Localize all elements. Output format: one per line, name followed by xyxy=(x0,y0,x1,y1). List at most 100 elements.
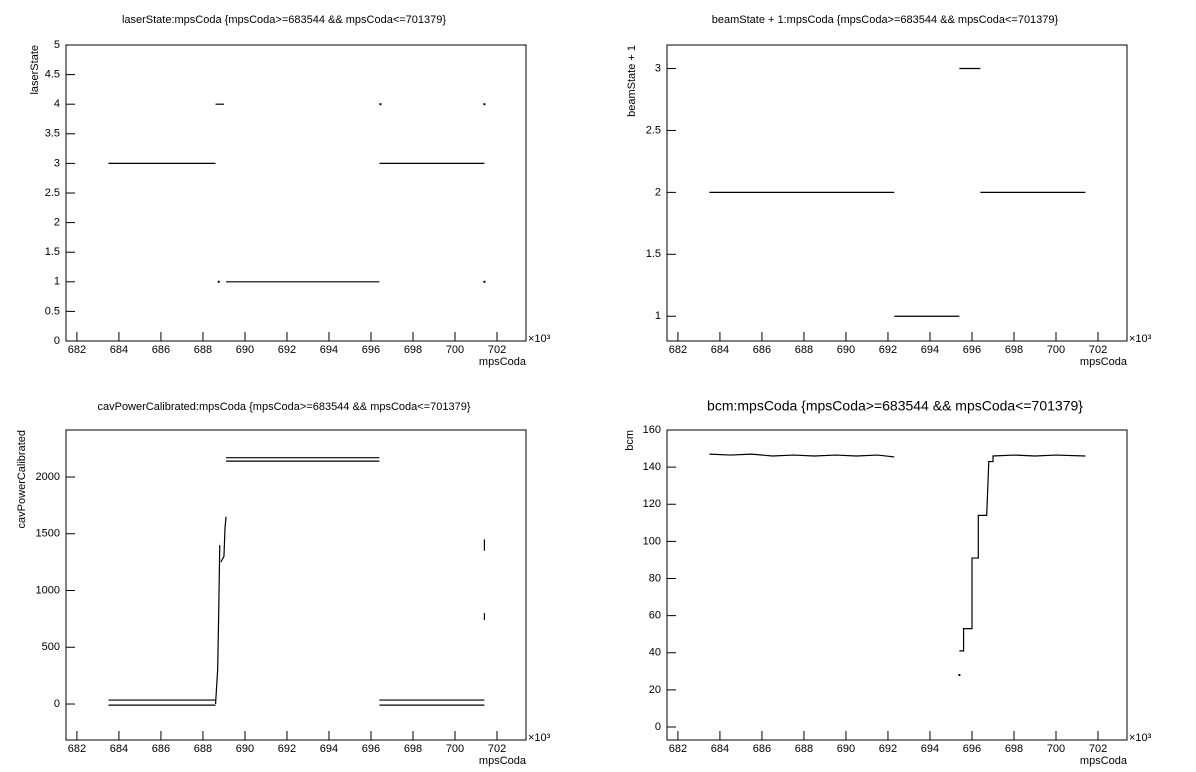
x-tick-label: 702 xyxy=(1089,344,1107,356)
x-tick-label: 686 xyxy=(753,344,771,356)
x-tick-label: 700 xyxy=(446,743,464,755)
plot-frame xyxy=(666,429,1128,741)
x-tick-label: 702 xyxy=(1089,743,1107,755)
x-exponent: ×10³ xyxy=(528,732,551,744)
data-trace xyxy=(214,545,221,705)
x-tick-label: 694 xyxy=(921,344,939,356)
x-tick-label: 682 xyxy=(68,344,86,356)
y-tick-label: 0 xyxy=(54,698,60,710)
chart-title: bcm:mpsCoda {mpsCoda>=683544 && mpsCoda<… xyxy=(707,398,1083,414)
x-tick-label: 686 xyxy=(152,743,170,755)
x-axis-label: mpsCoda xyxy=(479,755,527,767)
x-tick-label: 692 xyxy=(278,743,296,755)
y-tick-label: 0 xyxy=(54,335,60,347)
y-tick-label: 100 xyxy=(643,535,661,547)
x-tick-label: 692 xyxy=(879,743,897,755)
y-tick-label: 1.5 xyxy=(45,246,60,258)
x-tick-label: 696 xyxy=(362,743,380,755)
x-tick-label: 684 xyxy=(711,344,729,356)
x-exponent: ×10³ xyxy=(528,333,551,345)
x-tick-label: 688 xyxy=(194,743,212,755)
x-axis-label: mpsCoda xyxy=(1080,755,1128,767)
x-tick-label: 690 xyxy=(236,743,254,755)
data-point xyxy=(483,280,486,283)
y-tick-label: 140 xyxy=(643,461,661,473)
x-tick-label: 688 xyxy=(194,344,212,356)
x-tick-label: 696 xyxy=(362,344,380,356)
x-tick-label: 700 xyxy=(1047,344,1065,356)
y-tick-label: 1.5 xyxy=(646,248,661,260)
y-tick-label: 40 xyxy=(649,647,661,659)
x-tick-label: 690 xyxy=(837,344,855,356)
data-point xyxy=(217,280,220,283)
x-tick-label: 692 xyxy=(879,344,897,356)
x-tick-label: 698 xyxy=(1005,743,1023,755)
x-tick-label: 698 xyxy=(404,344,422,356)
x-exponent: ×10³ xyxy=(1129,732,1152,744)
chart-title: laserState:mpsCoda {mpsCoda>=683544 && m… xyxy=(122,14,446,26)
y-tick-label: 1 xyxy=(655,310,661,322)
data-trace xyxy=(959,454,1086,652)
x-tick-label: 700 xyxy=(446,344,464,356)
chart-title: beamState + 1:mpsCoda {mpsCoda>=683544 &… xyxy=(712,14,1059,26)
x-axis-label: mpsCoda xyxy=(1080,356,1128,368)
x-tick-label: 690 xyxy=(236,344,254,356)
y-tick-label: 2 xyxy=(655,186,661,198)
y-axis-label: bcm xyxy=(624,430,636,451)
x-tick-label: 698 xyxy=(404,743,422,755)
y-tick-label: 2.5 xyxy=(646,124,661,136)
y-tick-label: 2 xyxy=(54,217,60,229)
data-point xyxy=(379,103,382,106)
y-tick-label: 20 xyxy=(649,684,661,696)
data-trace xyxy=(220,516,227,563)
x-tick-label: 688 xyxy=(795,743,813,755)
x-tick-label: 700 xyxy=(1047,743,1065,755)
x-tick-label: 690 xyxy=(837,743,855,755)
y-tick-label: 4.5 xyxy=(45,69,60,81)
x-tick-label: 694 xyxy=(320,344,338,356)
x-tick-label: 686 xyxy=(753,743,771,755)
y-tick-label: 2000 xyxy=(36,471,60,483)
x-tick-label: 702 xyxy=(488,743,506,755)
y-tick-label: 0.5 xyxy=(45,305,60,317)
y-tick-label: 5 xyxy=(54,39,60,51)
y-tick-label: 1000 xyxy=(36,584,60,596)
y-tick-label: 1500 xyxy=(36,528,60,540)
y-tick-label: 1 xyxy=(54,276,60,288)
x-tick-label: 692 xyxy=(278,344,296,356)
y-tick-label: 4 xyxy=(54,98,60,110)
chart-title: cavPowerCalibrated:mpsCoda {mpsCoda>=683… xyxy=(97,401,470,413)
y-tick-label: 2.5 xyxy=(45,187,60,199)
x-tick-label: 698 xyxy=(1005,344,1023,356)
y-tick-label: 160 xyxy=(643,424,661,436)
plot-frame xyxy=(65,429,527,741)
data-trace xyxy=(709,453,895,458)
y-tick-label: 3.5 xyxy=(45,128,60,140)
x-tick-label: 686 xyxy=(152,344,170,356)
x-tick-label: 696 xyxy=(963,344,981,356)
x-tick-label: 682 xyxy=(669,344,687,356)
y-tick-label: 3 xyxy=(54,157,60,169)
y-tick-label: 120 xyxy=(643,498,661,510)
x-exponent: ×10³ xyxy=(1129,333,1152,345)
x-tick-label: 696 xyxy=(963,743,981,755)
x-tick-label: 684 xyxy=(110,344,128,356)
x-tick-label: 688 xyxy=(795,344,813,356)
x-axis-label: mpsCoda xyxy=(479,356,527,368)
data-point xyxy=(483,103,486,106)
x-tick-label: 682 xyxy=(669,743,687,755)
y-tick-label: 60 xyxy=(649,610,661,622)
plot-frame xyxy=(666,44,1128,342)
y-axis-label: laserState xyxy=(29,45,41,95)
y-axis-label: beamState + 1 xyxy=(626,45,638,117)
x-tick-label: 684 xyxy=(110,743,128,755)
y-tick-label: 80 xyxy=(649,572,661,584)
x-tick-label: 702 xyxy=(488,344,506,356)
x-tick-label: 684 xyxy=(711,743,729,755)
x-tick-label: 694 xyxy=(320,743,338,755)
y-tick-label: 0 xyxy=(655,721,661,733)
plot-frame xyxy=(65,44,527,342)
x-tick-label: 682 xyxy=(68,743,86,755)
y-tick-label: 3 xyxy=(655,62,661,74)
